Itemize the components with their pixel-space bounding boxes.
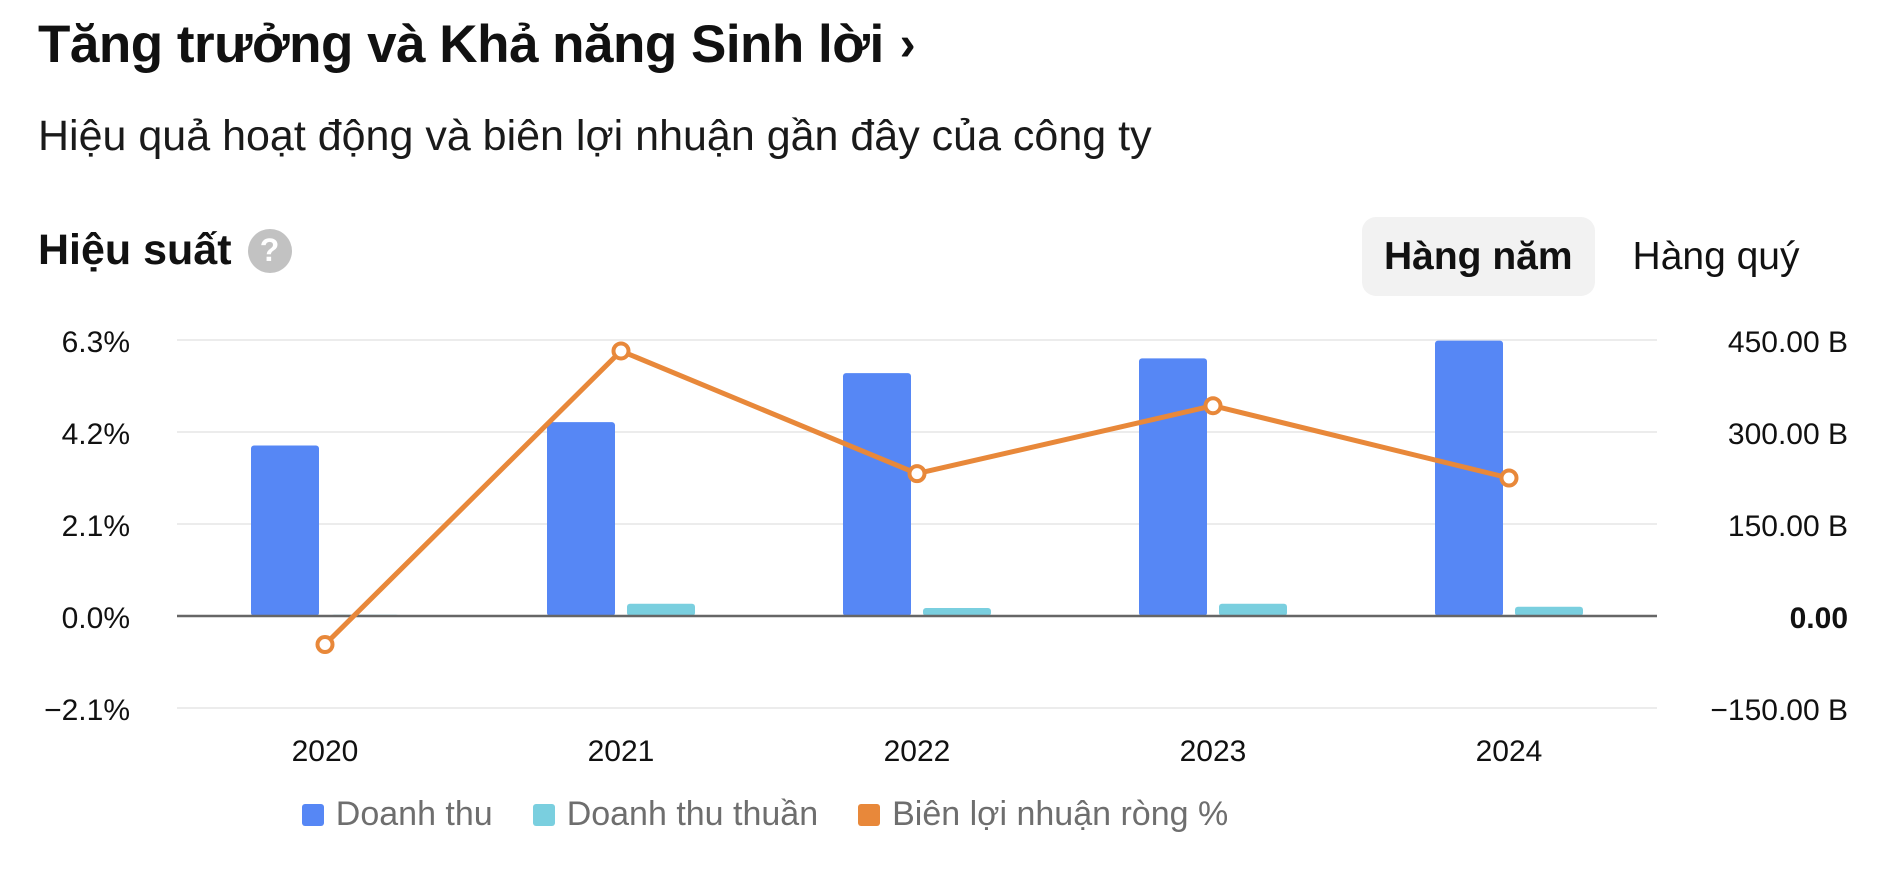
net-margin-point	[611, 341, 631, 361]
legend-label-revenue: Doanh thu	[335, 795, 493, 833]
performance-chart: 6.3% 450.00 B 4.2% 300.00 B 2.1% 150.00 B 0.0%…	[44, 326, 1848, 768]
y-left-tick-label: −2.1%	[44, 694, 130, 727]
chart-legend: Doanh thu Doanh thu thuần Biên lợi nhuận…	[0, 795, 1530, 834]
legend-item-revenue[interactable]: Doanh thu	[301, 795, 493, 834]
chevron-right-icon: ›	[899, 18, 916, 71]
legend-swatch-net-revenue	[532, 803, 555, 826]
y-left-tick-label: 2.1%	[62, 510, 130, 543]
net-revenue-bar	[1515, 606, 1583, 616]
y-right-tick-label: 150.00 B	[1728, 510, 1848, 543]
legend-label-net-margin: Biên lợi nhuận ròng %	[892, 795, 1229, 833]
net-revenue-bar	[923, 608, 991, 616]
net-margin-point	[1203, 396, 1223, 416]
page-title-text: Tăng trưởng và Khả năng Sinh lời	[38, 15, 884, 74]
y-left-tick-label: 0.0%	[62, 602, 130, 635]
period-toggle: Hàng năm Hàng quý	[1362, 217, 1821, 296]
net-margin-line	[323, 348, 1510, 647]
revenue-bar	[251, 445, 319, 616]
section-header: Hiệu suất ?	[38, 226, 292, 275]
net-margin-point	[1499, 468, 1519, 488]
legend-item-net-revenue[interactable]: Doanh thu thuần	[532, 795, 819, 834]
revenue-bar	[843, 373, 911, 616]
legend-swatch-net-margin	[858, 803, 881, 826]
legend-item-net-margin[interactable]: Biên lợi nhuận ròng %	[858, 795, 1228, 834]
y-right-tick-label: 0.00	[1790, 602, 1848, 635]
revenue-bar	[547, 422, 615, 616]
x-tick-label: 2020	[292, 735, 359, 768]
x-tick-label: 2023	[1180, 735, 1247, 768]
x-tick-label: 2024	[1476, 735, 1543, 768]
section-title: Hiệu suất	[38, 226, 232, 274]
net-revenue-bar	[627, 603, 695, 616]
toggle-annual-button[interactable]: Hàng năm	[1362, 217, 1595, 296]
net-margin-point	[315, 634, 335, 654]
legend-swatch-revenue	[301, 803, 324, 826]
revenue-bar	[1139, 358, 1207, 616]
x-tick-label: 2022	[884, 735, 951, 768]
revenue-bar	[1435, 340, 1503, 616]
x-tick-label: 2021	[588, 735, 655, 768]
y-left-tick-label: 4.2%	[62, 418, 130, 451]
toggle-quarterly-button[interactable]: Hàng quý	[1632, 234, 1800, 278]
y-left-tick-label: 6.3%	[62, 326, 130, 359]
net-revenue-bar	[1219, 603, 1287, 616]
page-title[interactable]: Tăng trưởng và Khả năng Sinh lời ›	[38, 14, 916, 75]
y-right-tick-label: 300.00 B	[1728, 418, 1848, 451]
net-margin-point	[907, 464, 927, 484]
y-right-tick-label: −150.00 B	[1710, 694, 1848, 727]
question-circle-icon[interactable]: ?	[247, 228, 292, 273]
legend-label-net-revenue: Doanh thu thuần	[566, 795, 819, 833]
page-subtitle: Hiệu quả hoạt động và biên lợi nhuận gần…	[38, 112, 1152, 160]
y-right-tick-label: 450.00 B	[1728, 326, 1848, 359]
